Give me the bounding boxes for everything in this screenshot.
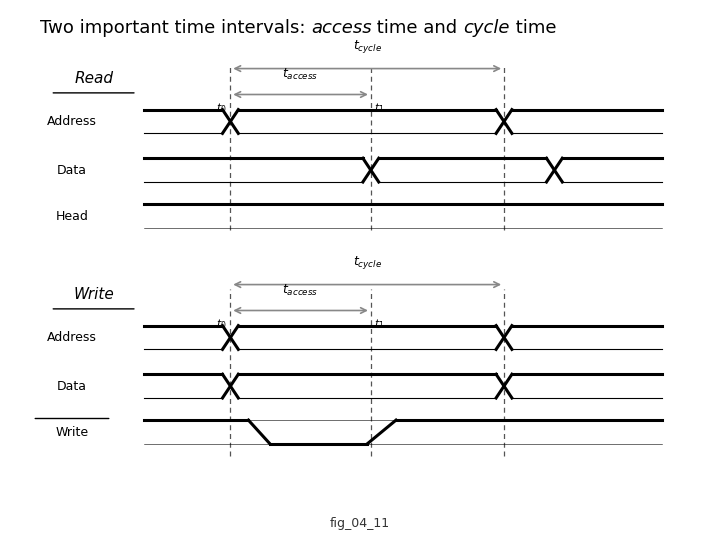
Text: fig_04_11: fig_04_11 bbox=[330, 517, 390, 530]
Text: Write: Write bbox=[55, 426, 89, 438]
Text: $t_{cycle}$: $t_{cycle}$ bbox=[353, 254, 382, 271]
Text: $t_1$: $t_1$ bbox=[374, 101, 384, 115]
Text: Address: Address bbox=[47, 115, 97, 128]
Text: $t_0$: $t_0$ bbox=[217, 101, 227, 115]
Text: $t_1$: $t_1$ bbox=[374, 317, 384, 331]
Text: Data: Data bbox=[57, 380, 87, 393]
Text: Data: Data bbox=[57, 164, 87, 177]
Text: $t_{access}$: $t_{access}$ bbox=[282, 67, 319, 82]
Text: Write: Write bbox=[73, 287, 114, 302]
Text: $t_{cycle}$: $t_{cycle}$ bbox=[353, 38, 382, 55]
Text: cycle: cycle bbox=[464, 19, 510, 37]
Text: Head: Head bbox=[55, 210, 89, 222]
Text: $t_{access}$: $t_{access}$ bbox=[282, 283, 319, 298]
Text: $t_0$: $t_0$ bbox=[217, 317, 227, 331]
Text: Two important time intervals:: Two important time intervals: bbox=[40, 19, 311, 37]
Text: time: time bbox=[510, 19, 557, 37]
Text: Read: Read bbox=[74, 71, 113, 86]
Text: Address: Address bbox=[47, 331, 97, 344]
Text: time and: time and bbox=[372, 19, 464, 37]
Text: access: access bbox=[311, 19, 372, 37]
